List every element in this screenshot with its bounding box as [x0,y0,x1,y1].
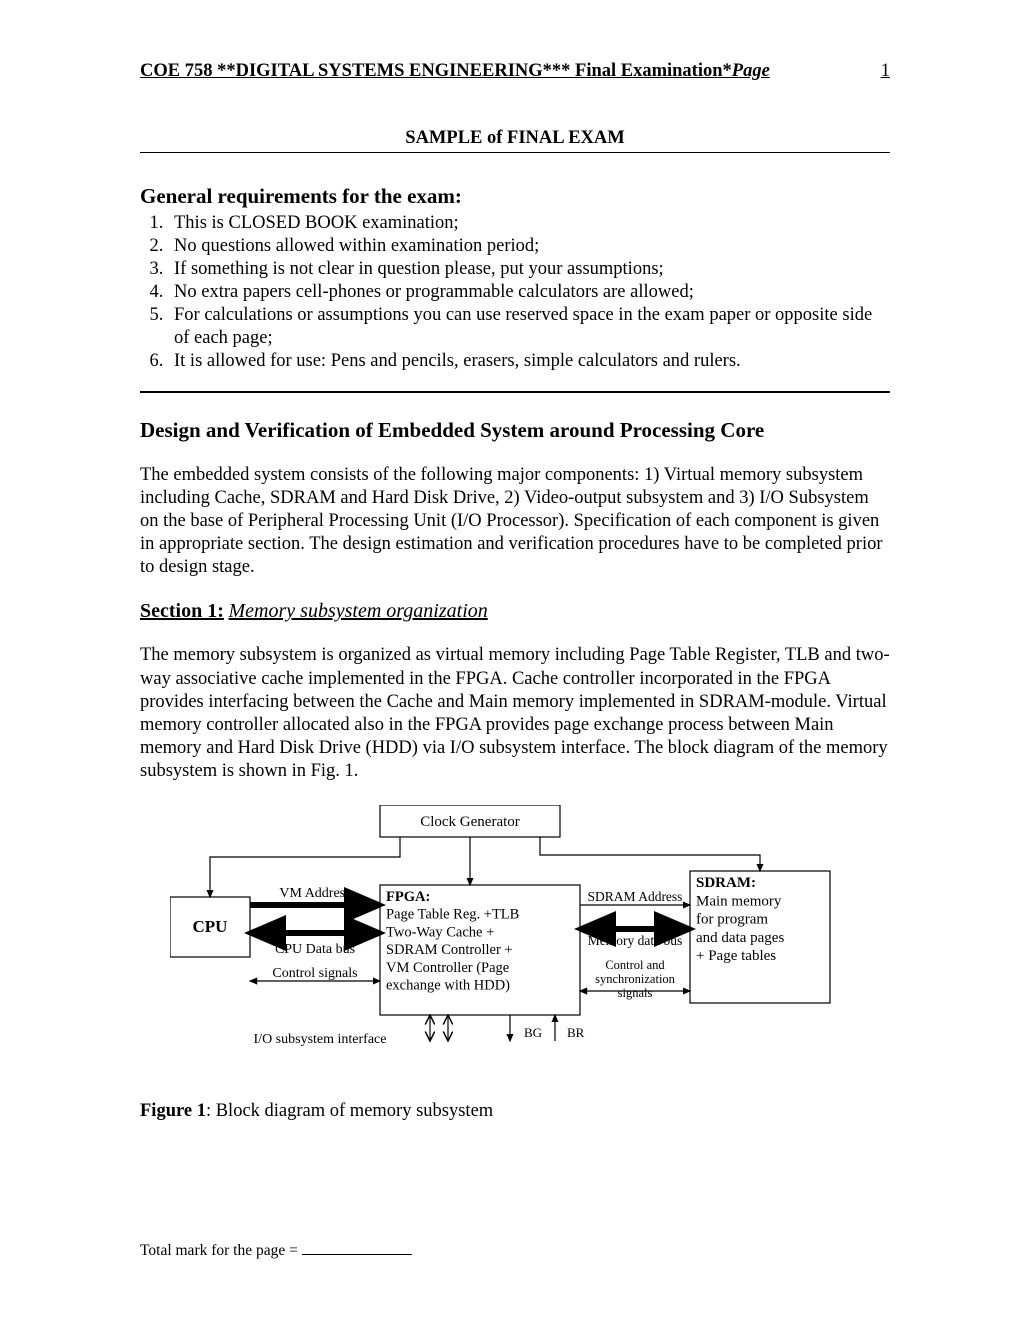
page-number: 1 [881,60,890,83]
requirements-heading: General requirements for the exam: [140,183,890,209]
section1-title: Memory subsystem organization [229,600,488,622]
svg-text:Clock Generator: Clock Generator [420,814,520,830]
footer-text: Total mark for the page = [140,1242,298,1259]
svg-text:VM Controller (Page: VM Controller (Page [386,960,509,976]
section1-paragraph: The memory subsystem is organized as vir… [140,644,890,783]
requirement-item: No extra papers cell-phones or programma… [168,281,890,304]
svg-text:SDRAM Address: SDRAM Address [588,889,683,904]
svg-text:Control signals: Control signals [272,966,357,981]
svg-text:Main memory: Main memory [696,893,782,909]
svg-text:Two-Way Cache +: Two-Way Cache + [386,925,494,941]
svg-text:CPU Data bus: CPU Data bus [275,942,355,957]
svg-text:exchange with HDD): exchange with HDD) [386,978,510,994]
svg-text:for program: for program [696,912,768,928]
page: COE 758 **DIGITAL SYSTEMS ENGINEERING***… [0,0,1020,1320]
svg-text:CPU: CPU [193,917,228,936]
requirement-item: For calculations or assumptions you can … [168,304,890,350]
memory-subsystem-svg: Clock Generator CPU FPGA: Page Table Reg. +… [170,805,850,1075]
svg-text:VM Address: VM Address [279,886,350,901]
requirement-item: This is CLOSED BOOK examination; [168,212,890,235]
header-page-word: Page [732,61,770,81]
header-course-title: COE 758 **DIGITAL SYSTEMS ENGINEERING***… [140,61,732,81]
requirements-list: This is CLOSED BOOK examination; No ques… [140,212,890,374]
page-header: COE 758 **DIGITAL SYSTEMS ENGINEERING***… [140,60,890,83]
svg-text:I/O subsystem interface: I/O subsystem interface [254,1032,387,1047]
svg-text:SDRAM:: SDRAM: [696,875,756,891]
svg-text:+ Page tables: + Page tables [696,948,776,964]
requirement-item: No questions allowed within examination … [168,235,890,258]
footer-blank-line [302,1254,412,1255]
figure1-diagram: Clock Generator CPU FPGA: Page Table Reg. +… [170,805,890,1082]
sample-title: SAMPLE of FINAL EXAM [140,127,890,153]
svg-text:BG: BG [524,1025,542,1040]
svg-text:BR: BR [567,1025,585,1040]
page-footer: Total mark for the page = [140,1241,412,1260]
svg-text:Memory data bus: Memory data bus [588,933,682,948]
requirement-item: It is allowed for use: Pens and pencils,… [168,350,890,373]
svg-text:SDRAM Controller +: SDRAM Controller + [386,942,513,958]
figure-caption-text: : Block diagram of memory subsystem [206,1101,493,1121]
divider [140,391,890,393]
svg-text:synchronization: synchronization [595,972,676,986]
svg-text:and data pages: and data pages [696,930,784,946]
header-left: COE 758 **DIGITAL SYSTEMS ENGINEERING***… [140,60,770,83]
svg-text:Page Table Reg. +TLB: Page Table Reg. +TLB [386,907,519,923]
svg-text:FPGA:: FPGA: [386,889,430,905]
figure-label: Figure 1 [140,1101,206,1121]
svg-text:signals: signals [618,986,653,1000]
figure-caption: Figure 1: Block diagram of memory subsys… [140,1100,890,1123]
design-heading: Design and Verification of Embedded Syst… [140,417,890,443]
section1-label: Section 1: [140,600,224,622]
svg-text:Control and: Control and [605,958,665,972]
section1-heading: Section 1: Memory subsystem organization [140,599,890,624]
design-paragraph: The embedded system consists of the foll… [140,464,890,580]
requirement-item: If something is not clear in question pl… [168,258,890,281]
